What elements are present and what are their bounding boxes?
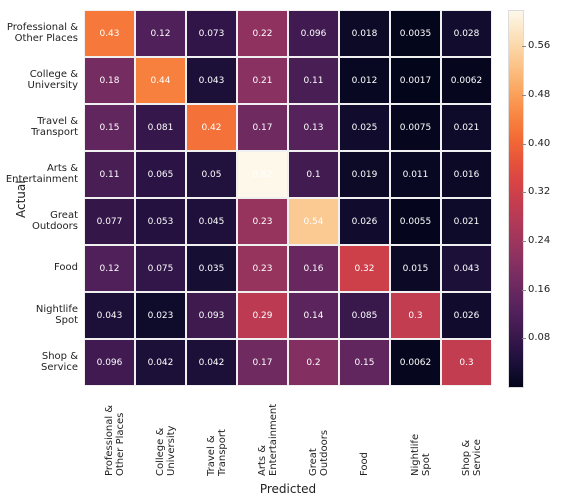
heatmap-cell: 0.23 (237, 245, 288, 292)
y-axis-label: Actual (14, 180, 28, 218)
heatmap-cell: 0.043 (84, 292, 135, 339)
y-tick-label: College & University (0, 57, 78, 104)
heatmap-cell: 0.016 (441, 151, 492, 198)
heatmap-cell: 0.026 (441, 292, 492, 339)
y-tick-label: Nightlife Spot (0, 292, 78, 339)
x-tick-label: Great Outdoors (309, 430, 330, 476)
x-tick-label: Arts & Entertainment (258, 404, 279, 476)
colorbar-tick-label: 0.24 (528, 235, 550, 246)
heatmap-cell: 0.05 (186, 151, 237, 198)
colorbar-tick-label: 0.16 (528, 284, 550, 295)
heatmap-cell: 0.081 (135, 104, 186, 151)
heatmap-cell: 0.0017 (390, 57, 441, 104)
heatmap-cell: 0.028 (441, 10, 492, 57)
heatmap-cell: 0.3 (441, 339, 492, 386)
y-tick-label: Professional & Other Places (0, 10, 78, 57)
colorbar-ticks: 0.08 0.16 0.24 0.32 0.40 0.48 0.56 (528, 10, 568, 386)
heatmap-cell: 0.096 (288, 10, 339, 57)
heatmap-cell: 0.11 (288, 57, 339, 104)
x-tick-label: Travel & Transport (207, 429, 228, 476)
heatmap-cell: 0.035 (186, 245, 237, 292)
heatmap-cell: 0.0062 (441, 57, 492, 104)
heatmap-cell: 0.077 (84, 198, 135, 245)
heatmap-cell: 0.21 (237, 57, 288, 104)
heatmap-cell: 0.093 (186, 292, 237, 339)
heatmap-cell: 0.043 (441, 245, 492, 292)
heatmap-cell: 0.44 (135, 57, 186, 104)
heatmap-cell: 0.12 (84, 245, 135, 292)
heatmap-cell: 0.053 (135, 198, 186, 245)
heatmap-cell: 0.32 (339, 245, 390, 292)
y-tick-labels: Professional & Other PlacesCollege & Uni… (0, 10, 78, 386)
heatmap-cell: 0.026 (339, 198, 390, 245)
x-tick-label: Food (360, 452, 371, 476)
heatmap-cell: 0.0055 (390, 198, 441, 245)
heatmap-cell: 0.11 (84, 151, 135, 198)
heatmap-cell: 0.15 (339, 339, 390, 386)
heatmap-cell: 0.0075 (390, 104, 441, 151)
y-tick-label: Shop & Service (0, 339, 78, 386)
heatmap-cell: 0.0035 (390, 10, 441, 57)
heatmap-cell: 0.023 (135, 292, 186, 339)
heatmap-cell: 0.021 (441, 198, 492, 245)
heatmap-cell: 0.17 (237, 339, 288, 386)
heatmap-cell: 0.042 (135, 339, 186, 386)
heatmap-cell: 0.62 (237, 151, 288, 198)
y-tick-label: Food (0, 245, 78, 292)
heatmap-cell: 0.073 (186, 10, 237, 57)
heatmap-cell: 0.045 (186, 198, 237, 245)
heatmap-cell: 0.043 (186, 57, 237, 104)
heatmap-grid: 0.430.120.0730.220.0960.0180.00350.0280.… (84, 10, 492, 386)
heatmap-cell: 0.23 (237, 198, 288, 245)
y-tick-label: Arts & Entertainment (0, 151, 78, 198)
heatmap-cell: 0.025 (339, 104, 390, 151)
heatmap-cell: 0.22 (237, 10, 288, 57)
heatmap-cell: 0.065 (135, 151, 186, 198)
x-tick-label: Shop & Service (462, 439, 483, 476)
x-tick-labels: Professional & Other Places College & Uni… (84, 392, 492, 480)
heatmap-cell: 0.2 (288, 339, 339, 386)
heatmap-cell: 0.13 (288, 104, 339, 151)
heatmap-cell: 0.012 (339, 57, 390, 104)
heatmap-cell: 0.042 (186, 339, 237, 386)
y-tick-label: Great Outdoors (0, 198, 78, 245)
heatmap-cell: 0.16 (288, 245, 339, 292)
heatmap-cell: 0.018 (339, 10, 390, 57)
x-tick-label: College & University (156, 426, 177, 476)
confusion-matrix-figure: Professional & Other PlacesCollege & Uni… (0, 0, 576, 504)
y-tick-label: Travel & Transport (0, 104, 78, 151)
colorbar-tick-label: 0.56 (528, 40, 550, 51)
heatmap-cell: 0.43 (84, 10, 135, 57)
heatmap-cell: 0.021 (441, 104, 492, 151)
heatmap-cell: 0.42 (186, 104, 237, 151)
heatmap-cell: 0.3 (390, 292, 441, 339)
heatmap-cell: 0.0062 (390, 339, 441, 386)
heatmap-cell: 0.085 (339, 292, 390, 339)
heatmap-cell: 0.17 (237, 104, 288, 151)
heatmap-cell: 0.015 (390, 245, 441, 292)
heatmap-cell: 0.019 (339, 151, 390, 198)
colorbar-tick-label: 0.32 (528, 186, 550, 197)
x-tick-label: Professional & Other Places (105, 405, 126, 476)
colorbar-tick-label: 0.48 (528, 89, 550, 100)
heatmap-cell: 0.14 (288, 292, 339, 339)
heatmap-cell: 0.18 (84, 57, 135, 104)
x-tick-label: Nightlife Spot (411, 434, 432, 476)
heatmap-cell: 0.12 (135, 10, 186, 57)
colorbar-tick-label: 0.40 (528, 138, 550, 149)
heatmap-cell: 0.29 (237, 292, 288, 339)
colorbar (508, 10, 524, 388)
x-axis-label: Predicted (84, 482, 492, 496)
heatmap-cell: 0.15 (84, 104, 135, 151)
heatmap-cell: 0.096 (84, 339, 135, 386)
heatmap-cell: 0.011 (390, 151, 441, 198)
colorbar-tick-label: 0.08 (528, 332, 550, 343)
heatmap-cell: 0.54 (288, 198, 339, 245)
heatmap-cell: 0.1 (288, 151, 339, 198)
heatmap-cell: 0.075 (135, 245, 186, 292)
